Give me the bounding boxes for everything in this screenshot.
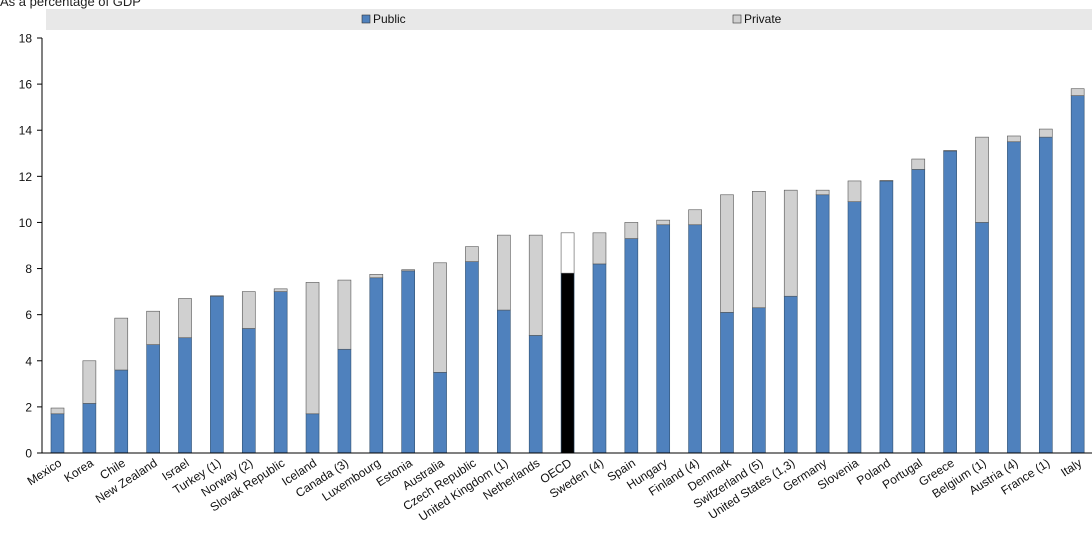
bar-private	[656, 219, 671, 226]
bar-public	[815, 194, 830, 454]
y-axis: 0 2 4 6 8 10 12 14 16 18	[19, 32, 42, 461]
bar-public	[528, 335, 543, 454]
bar-public	[975, 222, 989, 454]
bar-private	[752, 191, 766, 309]
y-tick-label: 2	[25, 400, 32, 414]
bar-private	[241, 291, 256, 329]
bar-private	[688, 209, 702, 226]
bar-public	[592, 263, 607, 454]
bar-public	[241, 328, 256, 454]
bar-public	[624, 238, 639, 454]
bar-private	[337, 279, 352, 350]
bar-private	[847, 180, 862, 202]
bar-public	[146, 344, 160, 454]
bar-public	[114, 369, 129, 454]
legend-band	[46, 9, 1092, 30]
x-tick-label: Italy	[1058, 456, 1084, 480]
bar-public	[879, 180, 894, 454]
bar-private	[783, 189, 798, 297]
bar-private	[624, 222, 639, 239]
bar-private	[273, 288, 288, 292]
bar-public	[688, 224, 702, 454]
bar-private	[305, 282, 320, 415]
bar-private	[1038, 128, 1053, 138]
bar-public	[847, 201, 862, 454]
bar-private	[592, 232, 607, 265]
bar-private	[433, 262, 447, 373]
bar-public	[943, 150, 957, 454]
bar-public	[210, 295, 224, 454]
bar-public	[50, 413, 65, 454]
bar-public	[911, 169, 926, 454]
bar-public	[82, 403, 97, 454]
bar-private	[1007, 135, 1021, 143]
bar-private	[50, 407, 65, 415]
bar-public	[1070, 95, 1085, 454]
bar-private	[146, 310, 160, 345]
bar-private	[560, 232, 575, 274]
bar-private	[82, 360, 97, 404]
legend-label-private: Private	[744, 12, 782, 26]
y-tick-label: 10	[19, 216, 33, 230]
bar-private	[528, 234, 543, 336]
y-tick-label: 0	[25, 447, 32, 461]
bar-private	[975, 136, 989, 223]
bar-private	[178, 298, 192, 339]
bar-private	[401, 269, 415, 272]
bar-private	[369, 274, 384, 279]
bar-private	[497, 234, 511, 311]
y-tick-label: 14	[19, 124, 33, 138]
y-tick-label: 18	[19, 32, 33, 46]
bar-public	[497, 309, 511, 454]
bar-public	[465, 261, 479, 454]
bar-private	[465, 246, 479, 262]
x-tick-label: Korea	[62, 456, 97, 485]
legend-swatch-public	[361, 14, 371, 24]
bar-public	[369, 277, 384, 454]
y-tick-label: 12	[19, 170, 33, 184]
bar-private	[815, 189, 830, 196]
bar-public	[656, 224, 671, 454]
bar-public	[401, 270, 415, 454]
bar-private	[911, 158, 926, 170]
y-tick-label: 4	[25, 354, 32, 368]
bar-public	[752, 307, 766, 454]
y-tick-label: 6	[25, 308, 32, 322]
y-tick-label: 8	[25, 262, 32, 276]
bar-public	[783, 295, 798, 454]
legend-label-public: Public	[373, 12, 406, 26]
y-tick-label: 16	[19, 78, 33, 92]
bar-public	[433, 372, 447, 454]
bar-public	[337, 348, 352, 454]
bar-private	[114, 317, 129, 371]
bars	[50, 88, 1085, 454]
bar-public	[560, 272, 575, 454]
page-title: As a percentage of GDP	[0, 0, 141, 9]
bar-public	[1038, 136, 1053, 454]
bar-private	[1070, 88, 1085, 96]
legend: Public Private	[361, 12, 782, 26]
legend-swatch-private	[732, 14, 742, 24]
bar-public	[178, 337, 192, 454]
bar-public	[273, 291, 288, 454]
bar-public	[1007, 141, 1021, 454]
bar-public	[720, 312, 734, 454]
bar-public	[305, 413, 320, 454]
bar-private	[720, 194, 734, 313]
